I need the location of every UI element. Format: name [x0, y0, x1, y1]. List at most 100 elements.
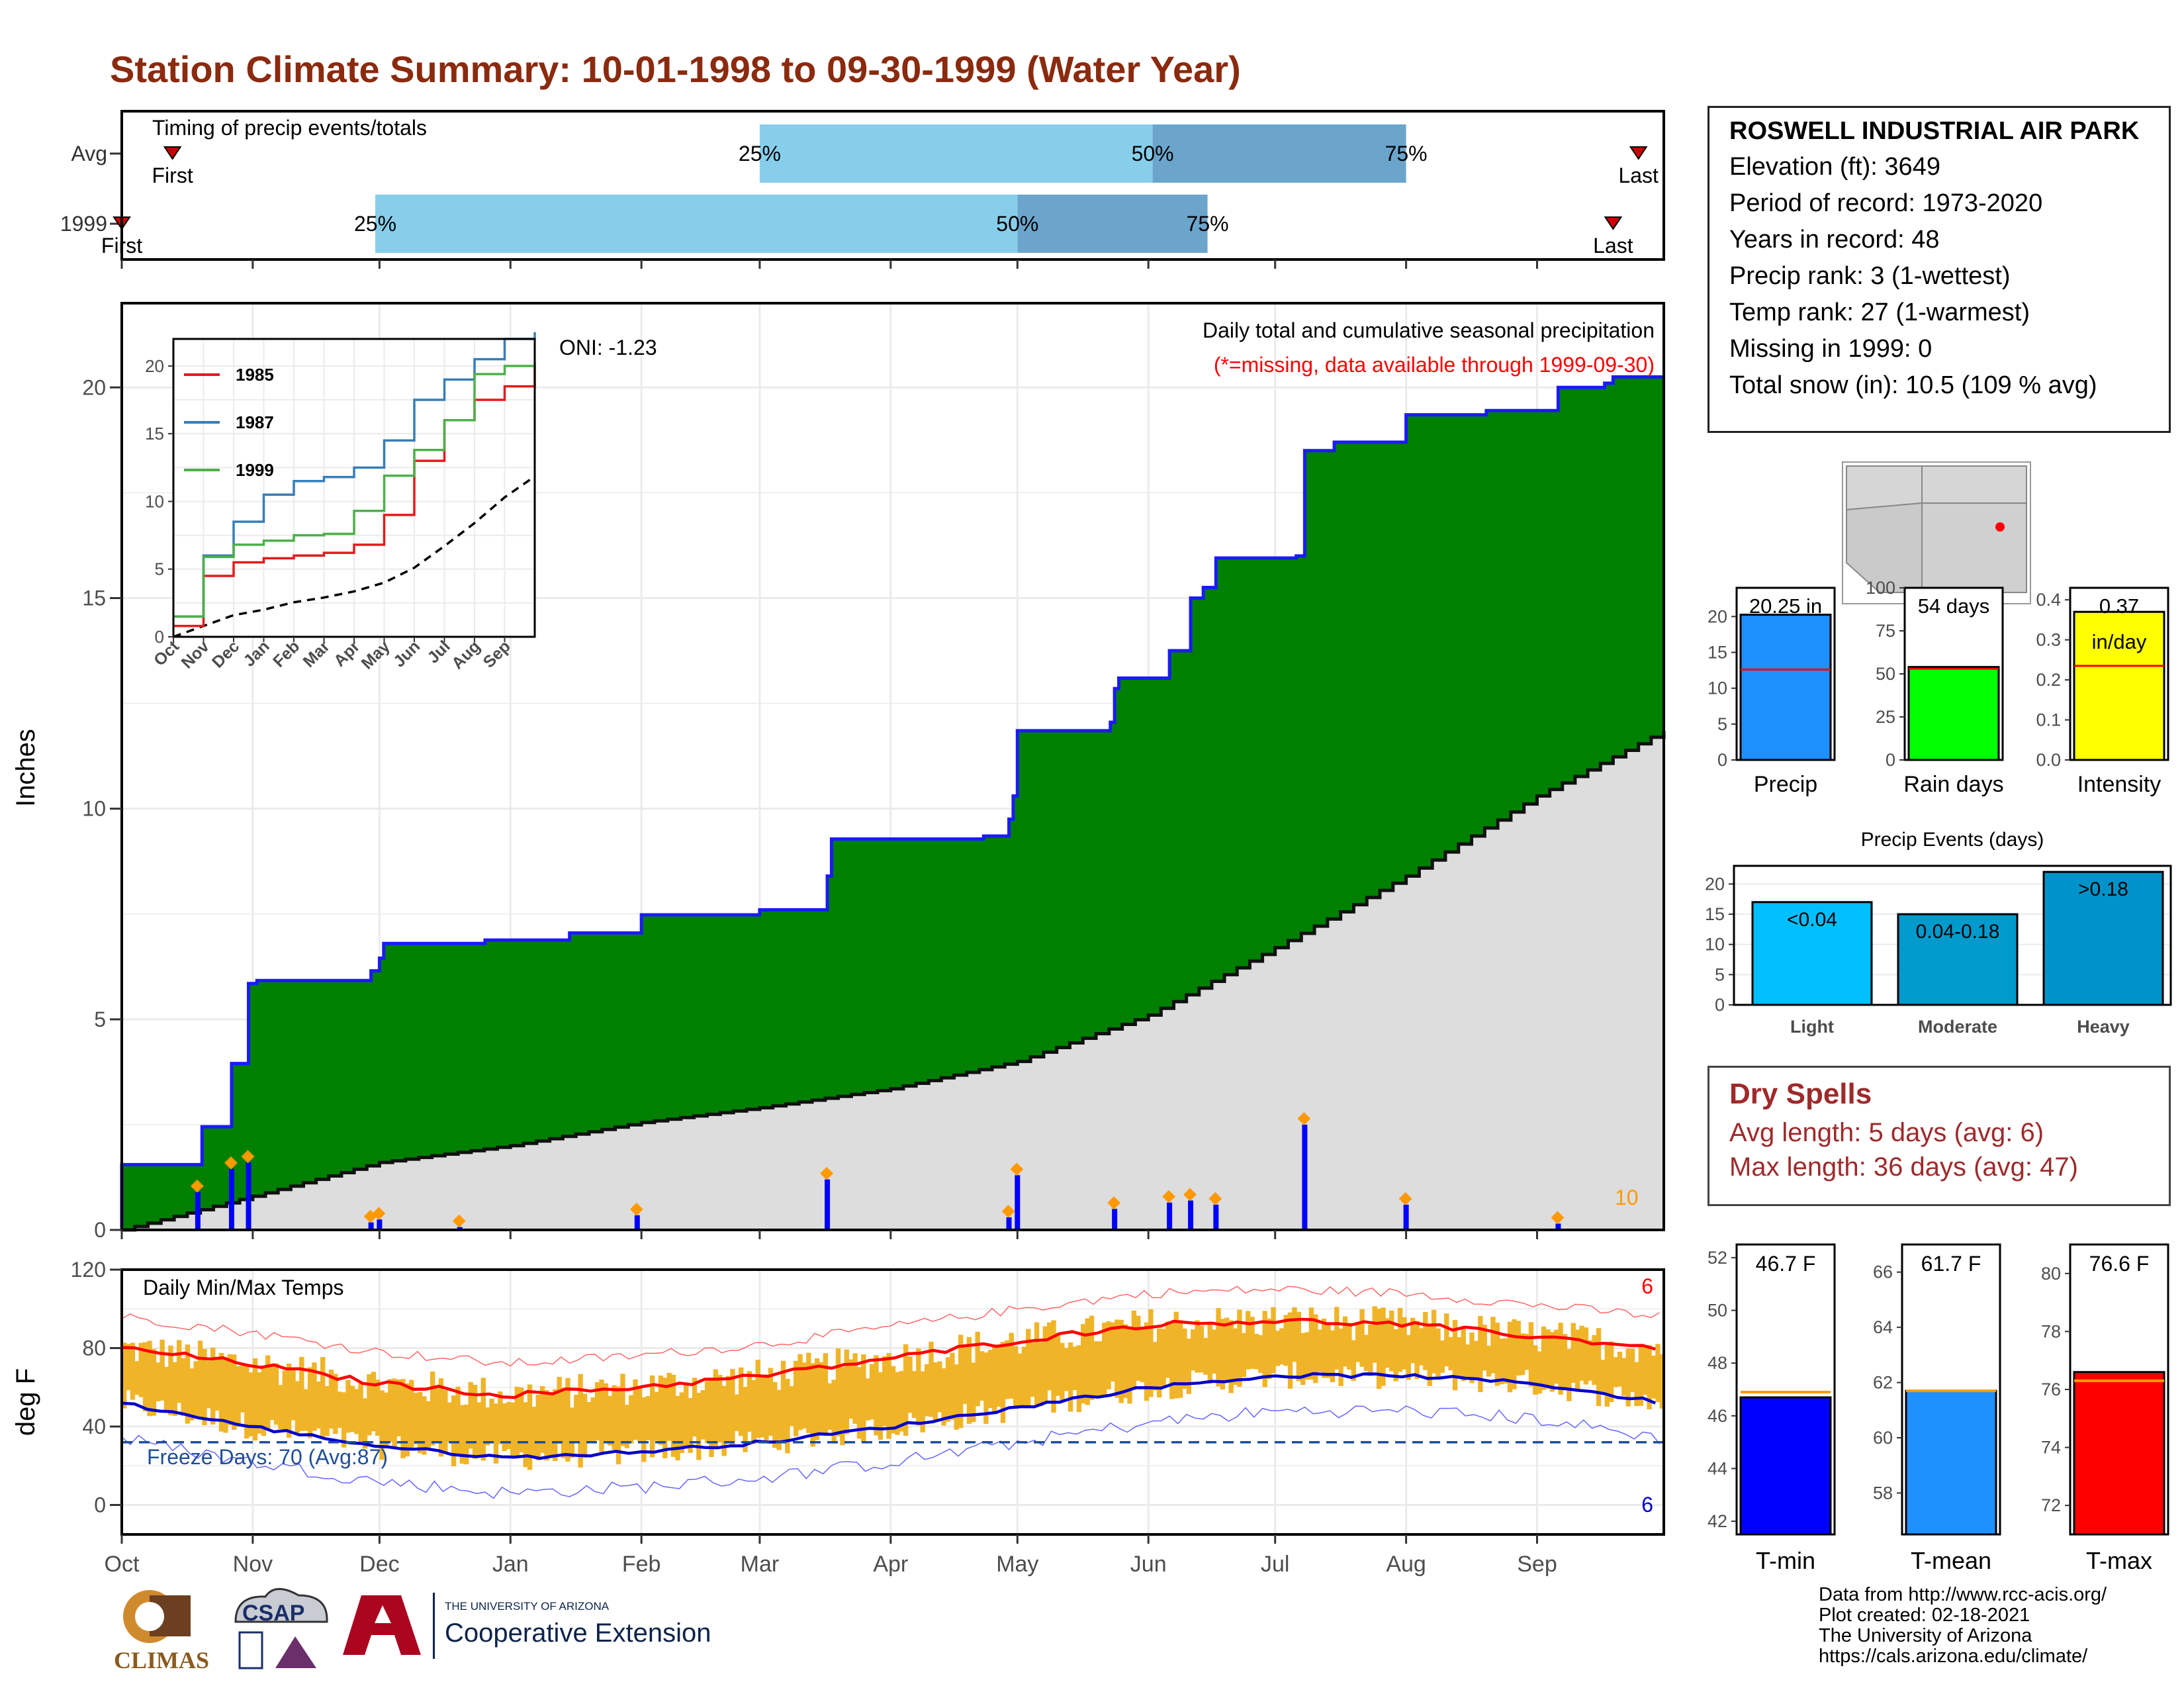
- timing-bar-50-75: [1152, 124, 1406, 183]
- psum-unit-label: in/day: [2092, 630, 2147, 653]
- tsum-value-label: 46.7 F: [1756, 1252, 1816, 1276]
- daily-temp-range: [1220, 1319, 1226, 1390]
- psum-category-label: Precip: [1754, 772, 1817, 797]
- record-high-line: [121, 1286, 1660, 1367]
- daily-temp-range: [1537, 1351, 1542, 1394]
- daily-temp-range: [1355, 1323, 1361, 1362]
- psum-bar: [1739, 614, 1832, 761]
- daily-temp-range: [764, 1374, 769, 1442]
- map-state-nm: [1921, 502, 2027, 593]
- daily-temp-range: [561, 1387, 567, 1458]
- daily-temp-range: [510, 1402, 516, 1458]
- psum-y-tick-label: 0.1: [2036, 710, 2061, 730]
- daily-temp-range: [662, 1378, 668, 1458]
- daily-temp-range: [865, 1378, 870, 1421]
- daily-temp-range: [375, 1380, 381, 1436]
- temp-x-tick-label: Apr: [873, 1552, 908, 1577]
- daily-temp-range: [848, 1359, 854, 1419]
- daily-temp-range: [1021, 1346, 1027, 1408]
- psum-value-label: 20.25 in: [1749, 594, 1822, 618]
- daily-temp-range: [151, 1348, 157, 1416]
- daily-precip-marker: [452, 1214, 466, 1228]
- daily-temp-range: [1338, 1328, 1343, 1386]
- daily-temp-range: [1499, 1338, 1504, 1385]
- daily-precip-bar: [1213, 1204, 1219, 1230]
- daily-temp-range: [1110, 1322, 1116, 1382]
- daily-temp-range: [1414, 1321, 1420, 1380]
- daily-temp-range: [1182, 1328, 1187, 1389]
- daily-temp-range: [1131, 1310, 1137, 1390]
- daily-temp-range: [1026, 1329, 1031, 1407]
- psum-y-tick-label: 0: [1717, 750, 1727, 770]
- daily-temp-range: [1207, 1325, 1212, 1384]
- daily-temp-range: [388, 1379, 393, 1442]
- daily-precip-bar: [457, 1227, 463, 1230]
- daily-temp-range: [1275, 1331, 1281, 1366]
- daily-temp-range: [1081, 1324, 1086, 1404]
- psum-y-tick-label: 10: [1707, 679, 1727, 698]
- daily-precip-bar: [1403, 1204, 1409, 1230]
- daily-temp-range: [743, 1387, 748, 1452]
- station-missing: Missing in 1999: 0: [1729, 335, 1933, 363]
- daily-temp-range: [869, 1364, 875, 1420]
- daily-temp-range: [675, 1395, 680, 1461]
- daily-temp-range: [1034, 1322, 1040, 1405]
- daily-temp-range: [1287, 1312, 1293, 1389]
- daily-temp-range: [468, 1382, 473, 1449]
- daily-temp-range: [688, 1397, 693, 1453]
- daily-temp-range: [210, 1347, 216, 1425]
- daily-temp-range: [553, 1389, 558, 1462]
- credit-line-4: https://cals.arizona.edu/climate/: [1819, 1646, 2088, 1667]
- credit-line-1: Data from http://www.rcc-acis.org/: [1819, 1584, 2107, 1605]
- tsum-category-label: T-min: [1756, 1547, 1815, 1574]
- map-station-dot: [1995, 522, 2005, 532]
- daily-temp-range: [189, 1368, 195, 1421]
- daily-temp-range: [156, 1362, 161, 1401]
- daily-temp-range: [594, 1382, 600, 1441]
- daily-temp-range: [1592, 1335, 1597, 1385]
- daily-temp-range: [979, 1351, 985, 1401]
- daily-temp-range: [612, 1385, 617, 1450]
- daily-temp-range: [886, 1353, 891, 1439]
- temp-y-tick-label: 120: [71, 1258, 106, 1282]
- daily-temp-range: [1579, 1325, 1584, 1381]
- inset-panel: 19851987199905101520OctNovDecJanFebMarAp…: [145, 332, 536, 673]
- daily-temp-range: [1300, 1333, 1306, 1385]
- daily-temp-range: [1283, 1315, 1289, 1366]
- daily-temp-range: [1583, 1327, 1589, 1385]
- temp-x-tick-label: Feb: [622, 1552, 661, 1577]
- timing-bar-25-50: [375, 195, 1018, 253]
- timing-last-marker: [1604, 216, 1623, 230]
- freeze-days-label: Freeze Days: 70 (Avg:87): [147, 1445, 388, 1469]
- daily-temp-range: [1177, 1320, 1183, 1398]
- events-bar-label: <0.04: [1787, 909, 1837, 931]
- daily-temp-range: [1545, 1329, 1551, 1389]
- station-period: Period of record: 1973-2020: [1729, 189, 2043, 217]
- daily-temp-range: [1279, 1328, 1285, 1365]
- daily-temp-range: [721, 1385, 727, 1456]
- daily-temp-range: [1106, 1321, 1111, 1389]
- daily-temp-range: [333, 1374, 338, 1434]
- daily-temp-range: [193, 1361, 199, 1417]
- cum-y-tick-label: 0: [94, 1218, 106, 1242]
- daily-temp-range: [937, 1361, 942, 1413]
- daily-temp-range: [1064, 1348, 1069, 1391]
- daily-temp-range: [349, 1385, 355, 1432]
- daily-temp-range: [1191, 1329, 1196, 1371]
- daily-temp-range: [1410, 1317, 1416, 1364]
- daily-temp-range: [1507, 1321, 1513, 1393]
- daily-temp-range: [223, 1357, 228, 1433]
- daily-temp-range: [1068, 1342, 1073, 1412]
- daily-temp-range: [1342, 1316, 1348, 1367]
- daily-temp-range: [924, 1364, 930, 1417]
- daily-temp-range: [1093, 1341, 1099, 1398]
- daily-temp-range: [1237, 1309, 1242, 1387]
- daily-precip-marker: [1107, 1196, 1121, 1210]
- events-category-label: Moderate: [1918, 1017, 1997, 1037]
- daily-temp-range: [755, 1360, 760, 1438]
- timing-label-75: 75%: [1187, 212, 1229, 236]
- logo-area: CLIMAS CSAP THE UNIVERSITY OF ARIZONA Co…: [110, 1582, 745, 1681]
- temp-y-tick-label: 80: [82, 1336, 106, 1360]
- temp-y-tick-label: 40: [82, 1415, 106, 1438]
- daily-temp-range: [1030, 1342, 1035, 1397]
